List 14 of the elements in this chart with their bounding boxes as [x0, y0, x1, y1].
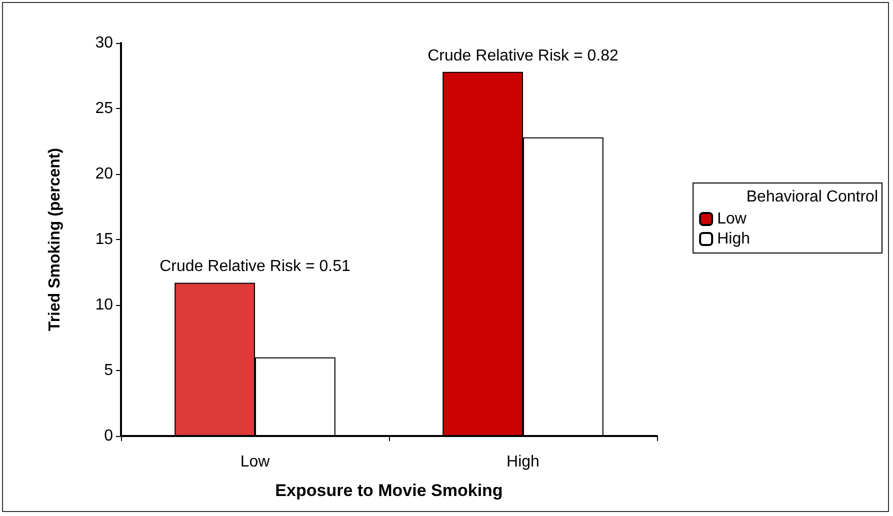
x-axis-title: Exposure to Movie Smoking	[275, 481, 503, 500]
legend-label: Low	[717, 210, 747, 228]
legend-label: High	[717, 230, 750, 248]
y-tick-label: 5	[104, 362, 114, 379]
annotation: Crude Relative Risk = 0.82	[428, 47, 618, 64]
y-tick-label: 0	[104, 428, 114, 444]
y-tick-label: 25	[95, 100, 114, 117]
annotation: Crude Relative Risk = 0.51	[160, 258, 350, 276]
y-axis-title: Tried Smoking (percent)	[46, 148, 64, 332]
y-tick-label: 20	[95, 166, 114, 182]
y-tick-label: 30	[95, 34, 114, 52]
y-tick-label: 15	[95, 231, 114, 248]
y-tick-label: 10	[95, 296, 114, 314]
legend-title: Behavioral Control	[746, 188, 878, 206]
